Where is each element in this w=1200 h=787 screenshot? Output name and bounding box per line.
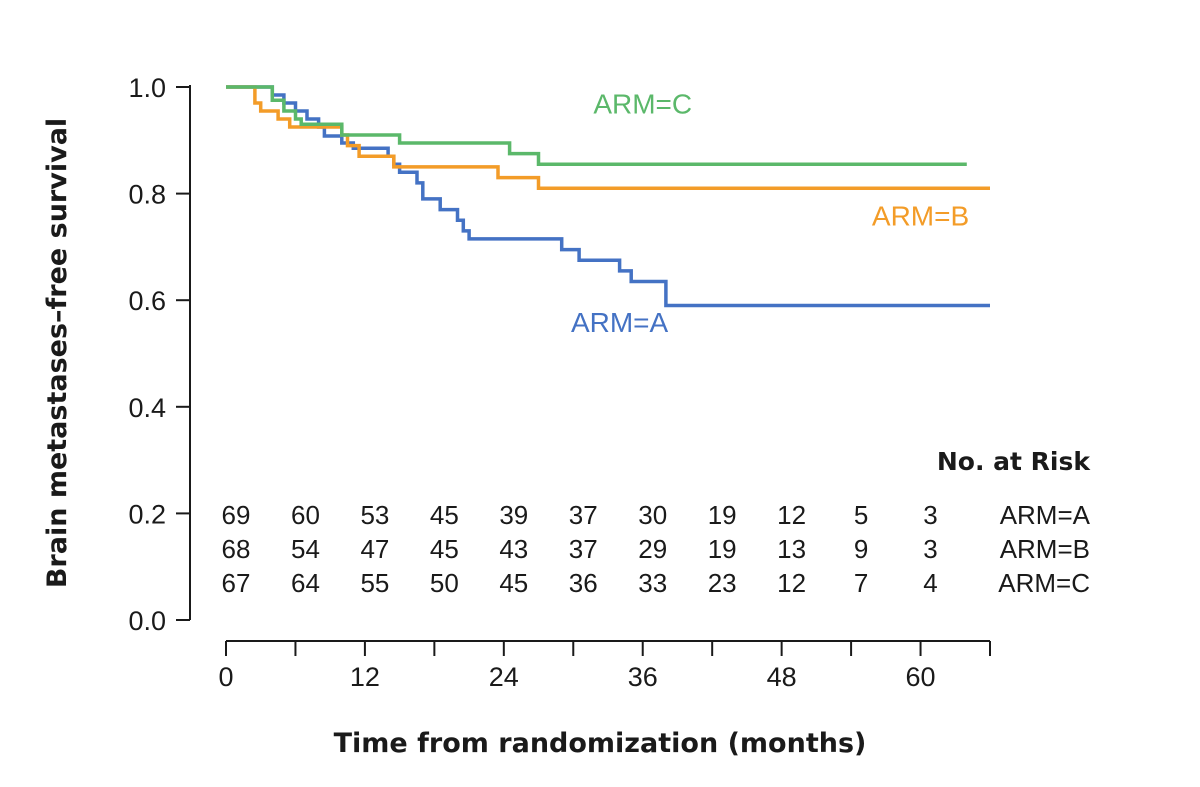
risk-value: 4 xyxy=(923,568,937,598)
risk-value: 45 xyxy=(430,500,459,530)
x-tick-label: 36 xyxy=(628,662,658,692)
risk-value: 33 xyxy=(638,568,667,598)
risk-value: 7 xyxy=(854,568,868,598)
risk-value: 30 xyxy=(638,500,667,530)
y-ticks: 0.0 0.2 0.4 0.6 0.8 1.0 xyxy=(128,73,190,636)
risk-row-label: ARM=B xyxy=(1000,534,1090,564)
y-tick-label: 0.0 xyxy=(128,606,166,636)
risk-value: 12 xyxy=(777,500,806,530)
risk-value: 39 xyxy=(499,500,528,530)
series-label: ARM=A xyxy=(571,307,669,338)
risk-value: 60 xyxy=(291,500,320,530)
x-ticks: 0 12 24 36 48 60 xyxy=(218,641,991,692)
risk-value: 36 xyxy=(569,568,598,598)
risk-value: 3 xyxy=(923,534,937,564)
series-labels: ARM=C ARM=B ARM=A xyxy=(571,89,969,339)
y-tick-label: 1.0 xyxy=(128,73,166,103)
x-axis-title: Time from randomization (months) xyxy=(334,728,867,759)
risk-value: 23 xyxy=(708,568,737,598)
x-tick-label: 0 xyxy=(218,662,233,692)
risk-value: 50 xyxy=(430,568,459,598)
risk-value: 67 xyxy=(222,568,251,598)
risk-value: 43 xyxy=(499,534,528,564)
series-lines xyxy=(226,85,990,308)
risk-row-label: ARM=A xyxy=(1000,500,1091,530)
risk-value: 12 xyxy=(777,568,806,598)
y-tick-label: 0.6 xyxy=(128,286,166,316)
x-tick-label: 60 xyxy=(906,662,936,692)
risk-table-title: No. at Risk xyxy=(937,447,1092,476)
risk-value: 37 xyxy=(569,500,598,530)
risk-value: 19 xyxy=(708,500,737,530)
risk-value: 45 xyxy=(499,568,528,598)
risk-value: 29 xyxy=(638,534,667,564)
y-tick-label: 0.8 xyxy=(128,180,166,210)
risk-value: 13 xyxy=(777,534,806,564)
y-tick-label: 0.2 xyxy=(128,499,166,529)
risk-value: 3 xyxy=(923,500,937,530)
series-label: ARM=B xyxy=(872,201,969,232)
risk-value: 54 xyxy=(291,534,320,564)
risk-value: 37 xyxy=(569,534,598,564)
x-tick-label: 12 xyxy=(350,662,380,692)
risk-value: 55 xyxy=(360,568,389,598)
series-line-arm-c xyxy=(226,85,967,167)
series-label: ARM=C xyxy=(593,89,692,120)
axes xyxy=(189,85,990,642)
risk-table: No. at Risk 69 60 53 45 39 37 30 19 12 5 3 ARM=A68 5… xyxy=(222,447,1092,598)
risk-value: 47 xyxy=(360,534,389,564)
risk-row-label: ARM=C xyxy=(998,568,1090,598)
risk-value: 9 xyxy=(854,534,868,564)
x-tick-label: 24 xyxy=(489,662,519,692)
risk-value: 19 xyxy=(708,534,737,564)
risk-value: 45 xyxy=(430,534,459,564)
risk-value: 68 xyxy=(222,534,251,564)
series-line-arm-a xyxy=(226,85,990,308)
risk-value: 53 xyxy=(360,500,389,530)
risk-value: 5 xyxy=(854,500,868,530)
y-axis-title: Brain metastases–free survival xyxy=(42,118,73,588)
risk-value: 64 xyxy=(291,568,320,598)
y-tick-label: 0.4 xyxy=(128,393,166,423)
x-tick-label: 48 xyxy=(767,662,797,692)
risk-value: 69 xyxy=(222,500,251,530)
